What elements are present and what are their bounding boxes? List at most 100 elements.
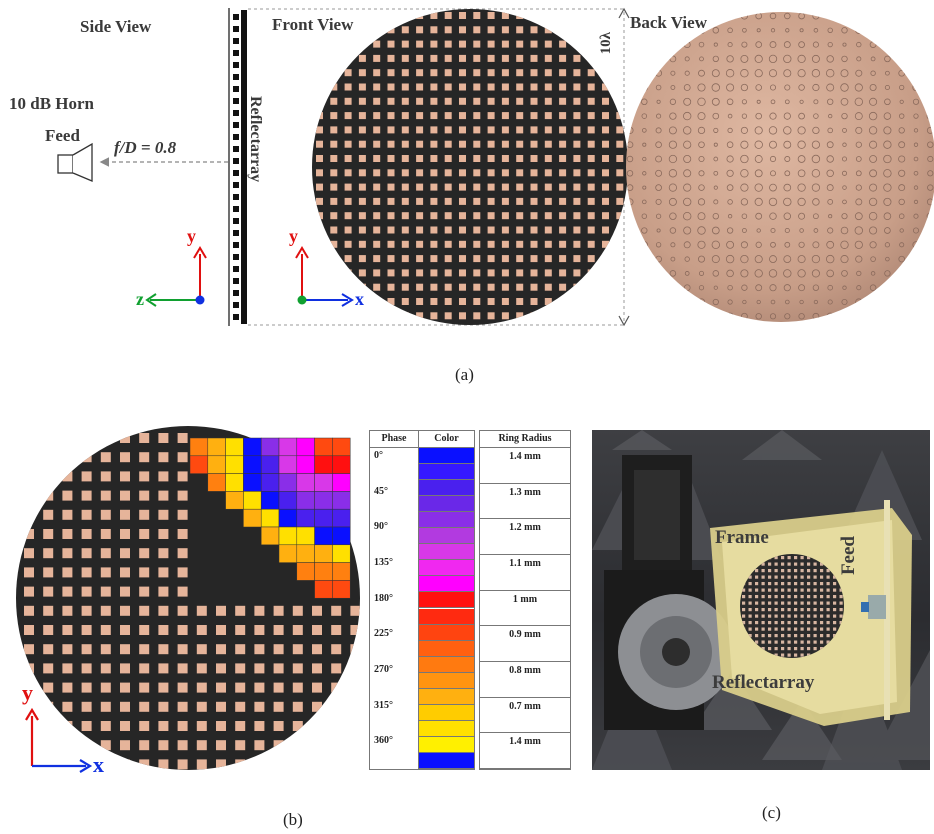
phase-color-cell xyxy=(332,508,351,528)
ring-element xyxy=(713,185,718,190)
ring-element xyxy=(726,12,734,20)
ring-element xyxy=(670,242,676,248)
photo-patch xyxy=(748,582,752,586)
ring-element xyxy=(626,212,634,220)
ring-element xyxy=(841,156,848,162)
phase-color-cell xyxy=(243,473,262,492)
unit-cell-patch xyxy=(544,283,552,291)
unit-cell-patch xyxy=(487,83,495,91)
unit-cell-patch xyxy=(316,240,323,248)
front-axes-icon xyxy=(295,246,354,307)
unit-cell-patch xyxy=(487,40,495,48)
unit-cell-patch xyxy=(330,226,338,234)
ring-element xyxy=(655,312,662,320)
ring-element xyxy=(884,227,891,234)
unit-cell-patch xyxy=(616,112,624,120)
color-swatch xyxy=(419,736,474,753)
ring-element xyxy=(655,184,662,191)
ring-element xyxy=(683,312,692,321)
unit-cell-patch xyxy=(177,740,188,751)
side-tick xyxy=(233,158,239,164)
ring-element xyxy=(856,56,862,62)
ring-element xyxy=(670,85,676,90)
ring-element xyxy=(656,113,662,119)
photo-patch xyxy=(800,634,804,638)
unit-cell-patch xyxy=(24,644,34,655)
ring-element xyxy=(769,12,777,20)
unit-cell-patch xyxy=(344,169,352,177)
unit-cell-patch xyxy=(43,721,54,731)
unit-cell-patch xyxy=(401,69,409,77)
ring-element xyxy=(712,298,719,306)
ring-element xyxy=(842,199,847,205)
unit-cell-patch xyxy=(487,240,495,248)
unit-cell-patch xyxy=(344,197,352,205)
ring-element xyxy=(669,112,677,120)
unit-cell-patch xyxy=(43,605,54,616)
unit-cell-patch xyxy=(100,567,111,578)
ring-element xyxy=(641,213,647,219)
unit-cell-patch xyxy=(358,54,366,62)
unit-cell-patch xyxy=(81,471,92,482)
unit-cell-patch xyxy=(292,759,303,770)
unit-cell-patch xyxy=(559,183,567,191)
unit-cell-patch xyxy=(501,255,509,263)
unit-cell-patch xyxy=(316,155,323,162)
unit-cell-patch xyxy=(416,283,424,291)
unit-cell-patch xyxy=(81,529,92,539)
photo-patch xyxy=(761,562,765,566)
unit-cell-patch xyxy=(416,312,424,320)
unit-cell-patch xyxy=(350,740,360,751)
unit-cell-patch xyxy=(602,112,609,120)
unit-cell-patch xyxy=(120,701,130,712)
unit-cell-patch xyxy=(401,269,409,277)
photo-patch xyxy=(787,588,791,592)
side-tick xyxy=(233,314,239,320)
photo-patch xyxy=(833,614,837,618)
photo-patch xyxy=(781,614,785,618)
side-tick xyxy=(233,218,239,224)
ring-element xyxy=(755,313,762,320)
ring-element xyxy=(798,241,805,248)
ring-element xyxy=(697,312,706,321)
ring-element xyxy=(741,228,747,233)
color-scale xyxy=(419,448,474,769)
unit-cell-patch xyxy=(292,721,303,731)
unit-cell-patch xyxy=(120,740,130,751)
photo-patch xyxy=(800,621,804,625)
ring-element xyxy=(726,269,734,278)
photo-patch xyxy=(755,595,759,599)
unit-cell-patch xyxy=(387,54,395,62)
unit-cell-patch xyxy=(416,26,424,34)
unit-cell-patch xyxy=(373,269,381,277)
photo-patch xyxy=(787,556,791,560)
ring-element xyxy=(868,211,878,221)
unit-cell-patch xyxy=(616,69,624,77)
unit-cell-board xyxy=(16,426,360,770)
ring-element xyxy=(840,97,849,106)
ring-element xyxy=(826,240,835,249)
unit-cell-patch xyxy=(587,269,595,277)
panel-a-drawing xyxy=(57,7,934,327)
unit-cell-patch xyxy=(473,240,481,248)
unit-cell-patch xyxy=(120,625,130,635)
unit-cell-patch xyxy=(344,269,352,277)
ring-element xyxy=(884,270,891,277)
ring-element xyxy=(926,41,934,48)
phase-color-cell xyxy=(296,562,315,581)
ring-element xyxy=(828,113,833,119)
unit-cell-patch xyxy=(120,471,130,482)
ring-element xyxy=(726,141,734,148)
ring-element xyxy=(654,40,663,49)
unit-cell-patch xyxy=(430,283,438,291)
ring-element xyxy=(670,256,676,262)
unit-cell-patch xyxy=(516,269,524,277)
unit-cell-patch xyxy=(373,54,381,62)
photo-patch xyxy=(826,634,830,638)
side-tick xyxy=(233,290,239,296)
photo-patch xyxy=(787,627,791,631)
unit-cell-patch xyxy=(81,433,92,443)
unit-cell-patch xyxy=(459,197,466,205)
ring-element xyxy=(640,269,649,278)
unit-cell-patch xyxy=(459,169,466,177)
